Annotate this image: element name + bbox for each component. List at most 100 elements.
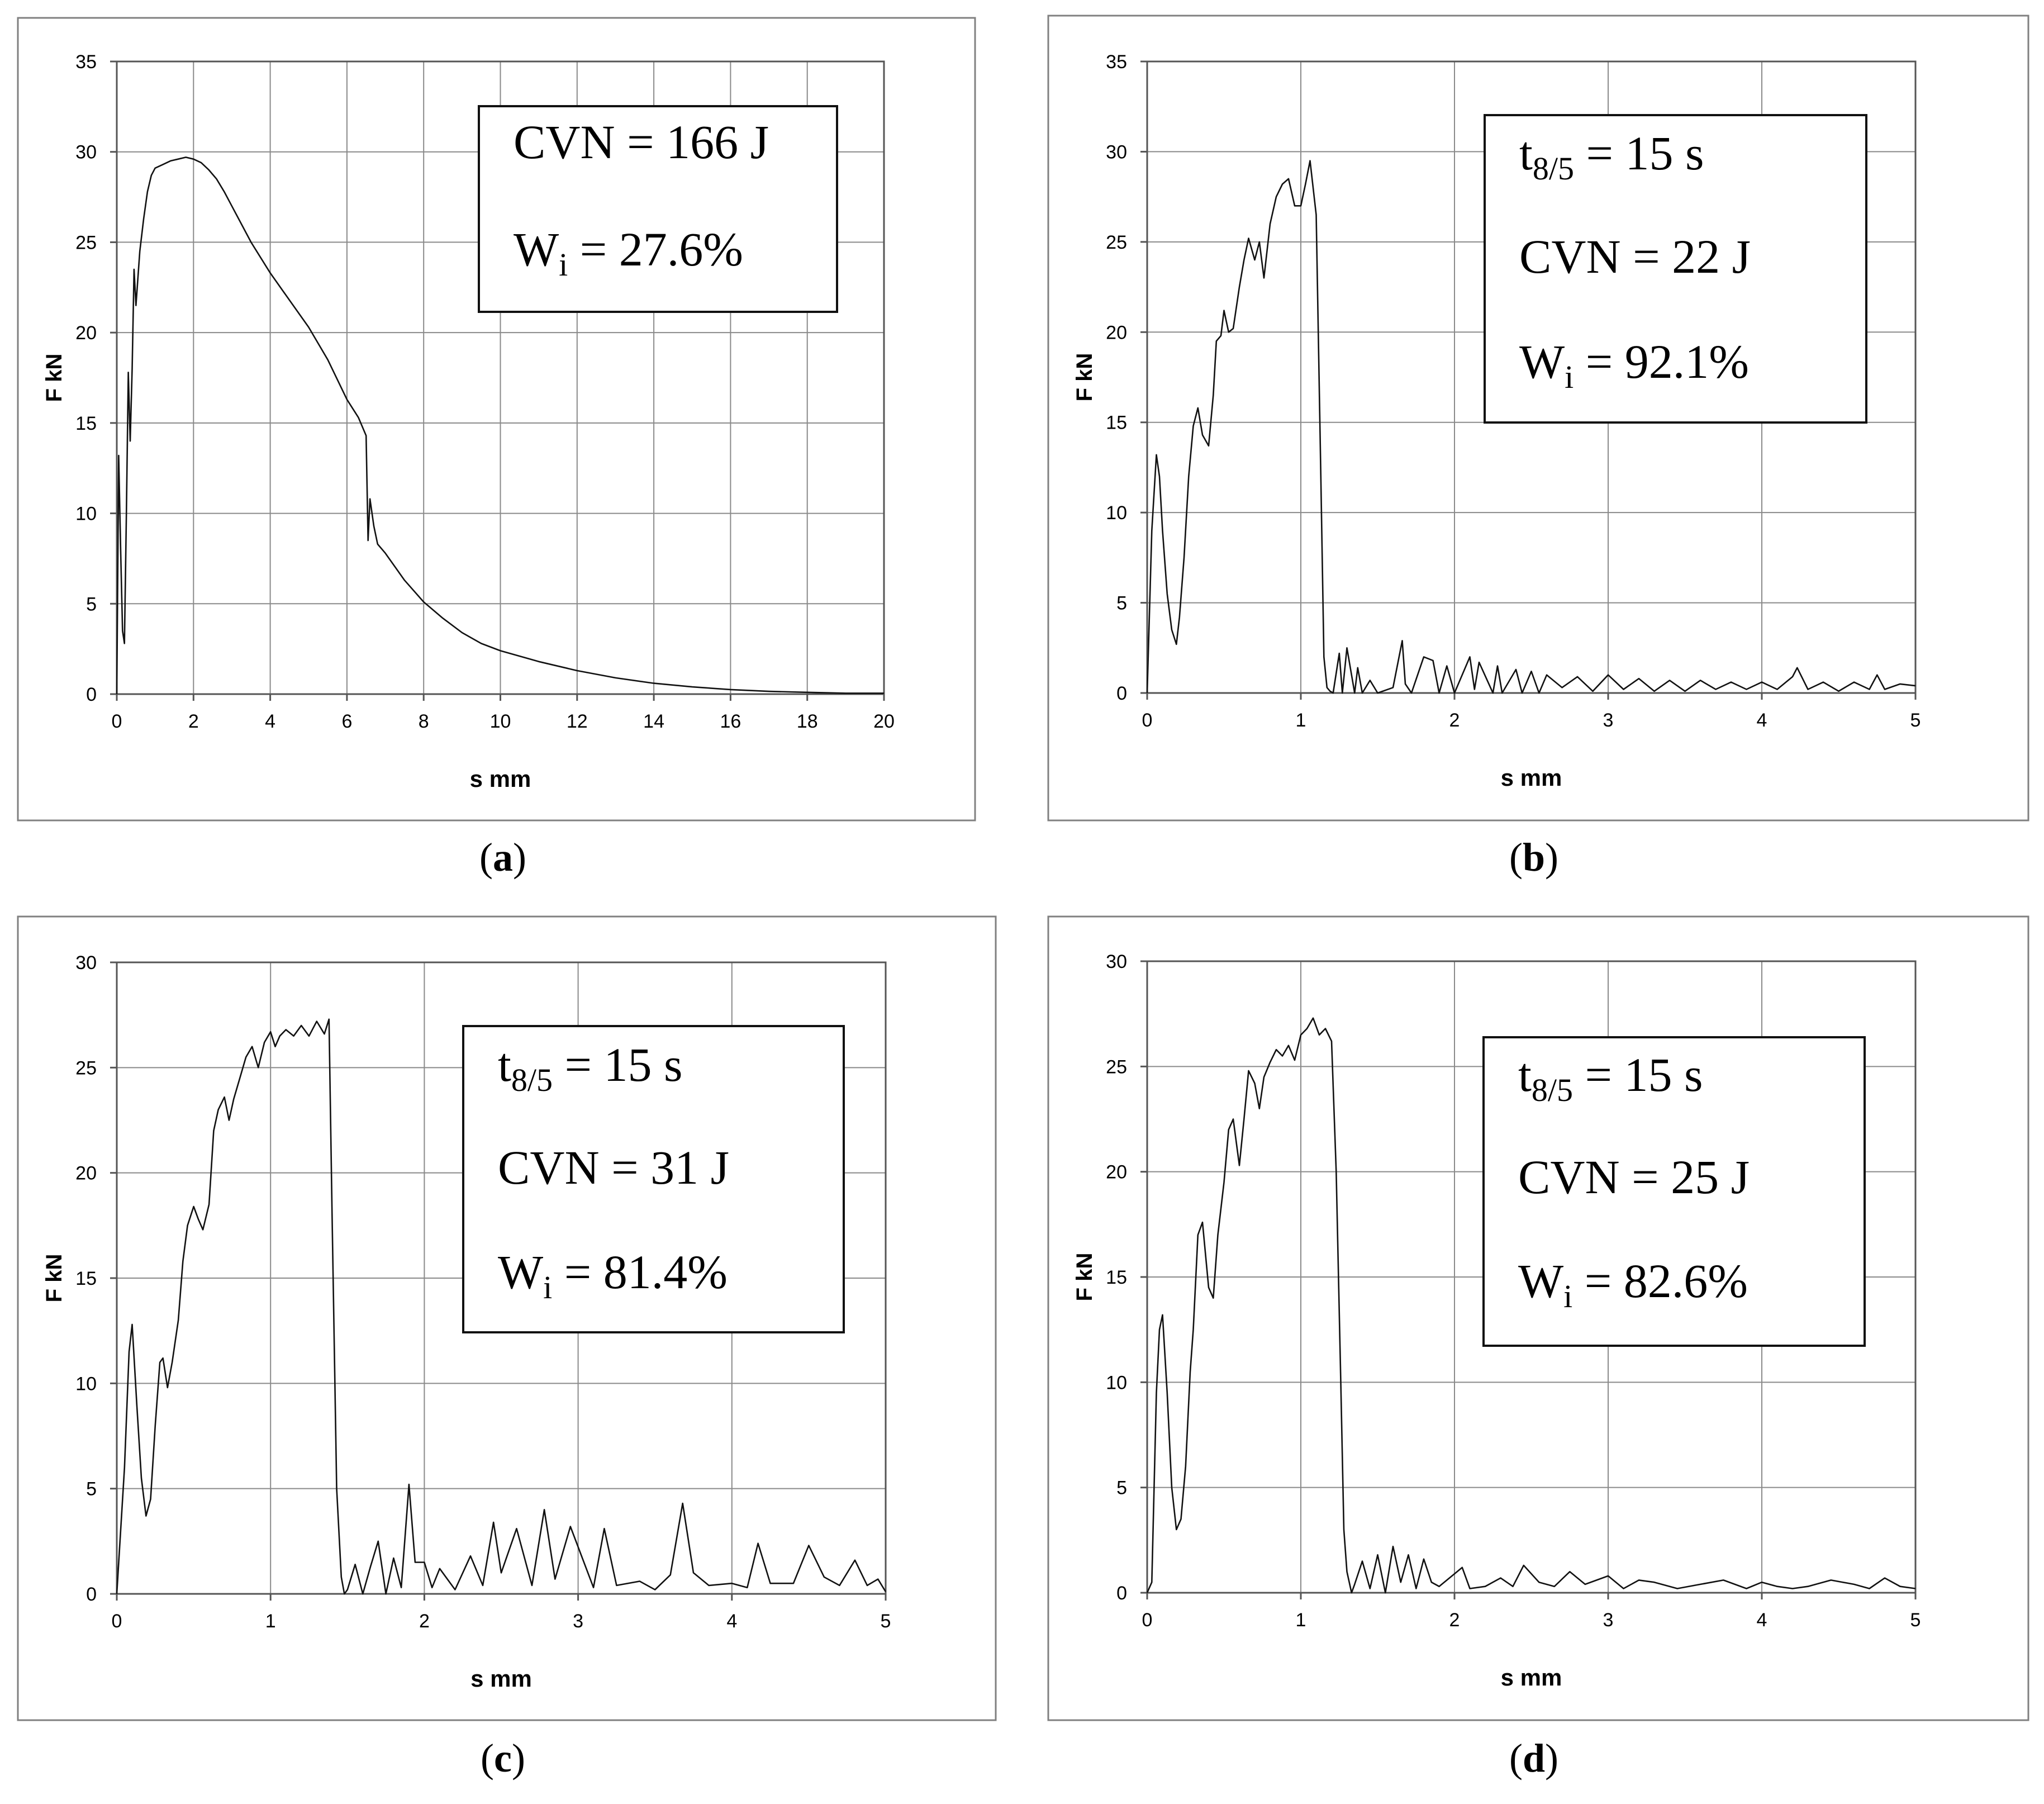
annotation-line: t8/5 = 15 s (1519, 126, 1704, 187)
y-tick-label: 0 (1116, 1583, 1127, 1604)
x-tick-label: 2 (188, 711, 199, 732)
annotation-box (1484, 114, 1867, 424)
y-axis-title: F kN (42, 354, 66, 402)
y-tick-label: 5 (86, 594, 97, 615)
y-tick-label: 15 (75, 1268, 97, 1289)
annotation-text: W (514, 222, 559, 276)
plot-area (1146, 60, 1917, 694)
annotation-text: = 15 s (1573, 1048, 1703, 1102)
x-tick-label: 3 (1603, 710, 1614, 731)
x-tick-label: 0 (1142, 1610, 1153, 1631)
annotation-line: CVN = 31 J (498, 1141, 729, 1194)
annotation-text: t (1518, 1048, 1532, 1102)
chart-panel-c: 0 1 2 3 4 5 0 5 10 15 20 25 30 s mm F kN t8/5 = 15 s CVN… (17, 915, 997, 1721)
panel-caption: (d) (1509, 1736, 1558, 1781)
x-tick-label: 0 (1142, 710, 1153, 731)
annotation-line: Wi = 92.1% (1519, 335, 1749, 395)
x-tick-label: 12 (567, 711, 588, 732)
y-tick-label: 0 (1116, 683, 1127, 704)
annotation-line: CVN = 25 J (1518, 1150, 1750, 1204)
annotation-subscript: 8/5 (1533, 150, 1574, 187)
y-tick-label: 5 (1116, 593, 1127, 614)
panel-label: c (494, 1736, 512, 1781)
panel-label: a (493, 835, 513, 880)
y-tick-label: 30 (1106, 951, 1127, 972)
x-tick-label: 0 (112, 711, 122, 732)
annotation-text: = 81.4% (552, 1245, 728, 1299)
annotation-line: t8/5 = 15 s (1518, 1048, 1703, 1108)
annotation-subscript: i (1563, 1278, 1572, 1314)
x-tick-label: 0 (112, 1611, 122, 1632)
y-tick-label: 25 (75, 232, 97, 253)
y-tick-label: 10 (75, 1373, 97, 1394)
y-tick-label: 5 (1116, 1478, 1127, 1499)
x-tick-label: 20 (873, 711, 895, 732)
annotation-text: W (1519, 335, 1565, 388)
annotation-box (462, 1025, 845, 1333)
x-tick-label: 4 (1757, 710, 1767, 731)
chart-panel-a: 0 2 4 6 8 10 12 14 16 18 20 0 5 10 15 20 25 30 35 s mm F kN C… (17, 17, 976, 822)
annotation-text: t (498, 1038, 511, 1091)
annotation-subscript: 8/5 (1532, 1072, 1573, 1108)
x-tick-label: 1 (265, 1611, 276, 1632)
x-tick-label: 18 (797, 711, 818, 732)
annotation-text: = 82.6% (1572, 1254, 1748, 1308)
y-tick-label: 0 (86, 684, 97, 705)
annotation-line: CVN = 166 J (514, 115, 769, 169)
annotation-line: CVN = 22 J (1519, 230, 1751, 283)
x-tick-label: 5 (881, 1611, 891, 1632)
annotation-text: CVN = 22 J (1519, 230, 1751, 283)
x-tick-label: 1 (1296, 710, 1306, 731)
annotation-line: Wi = 27.6% (514, 222, 743, 283)
annotation-text: CVN = 166 J (514, 115, 769, 169)
annotation-box (478, 105, 838, 313)
y-tick-label: 20 (75, 1163, 97, 1184)
annotation-text: = 15 s (1574, 126, 1704, 180)
annotation-text: W (1518, 1254, 1563, 1308)
y-tick-label: 10 (75, 504, 97, 525)
annotation-line: Wi = 81.4% (498, 1245, 728, 1305)
y-tick-label: 0 (86, 1584, 97, 1605)
y-tick-label: 30 (1106, 141, 1127, 163)
panel-label: d (1523, 1736, 1545, 1781)
y-tick-label: 25 (1106, 1056, 1127, 1077)
annotation-text: = 15 s (553, 1038, 682, 1091)
y-tick-label: 25 (1106, 232, 1127, 253)
annotation-subscript: 8/5 (511, 1062, 553, 1098)
x-tick-label: 5 (1910, 1610, 1921, 1631)
x-tick-label: 4 (726, 1611, 737, 1632)
panel-label: b (1523, 835, 1545, 880)
y-tick-label: 20 (75, 322, 97, 344)
series-line (1146, 160, 1916, 694)
x-tick-label: 3 (1603, 1610, 1614, 1631)
y-tick-label: 30 (75, 142, 97, 163)
x-tick-label: 2 (1449, 1610, 1460, 1631)
x-tick-label: 4 (1757, 1610, 1767, 1631)
y-tick-label: 10 (1106, 502, 1127, 524)
x-tick-label: 8 (419, 711, 429, 732)
annotation-text: CVN = 31 J (498, 1141, 729, 1194)
x-tick-label: 5 (1910, 710, 1921, 731)
chart-panel-b: 0 1 2 3 4 5 0 5 10 15 20 25 30 35 s mm F kN t8/5 = 15 s C… (1047, 15, 2029, 822)
annotation-line: Wi = 82.6% (1518, 1254, 1748, 1314)
y-tick-label: 15 (75, 413, 97, 434)
annotation-text: = 27.6% (568, 222, 743, 276)
panel-caption: (b) (1509, 835, 1558, 880)
annotation-box (1482, 1036, 1866, 1347)
panel-caption: (c) (481, 1736, 525, 1781)
series-line (1146, 1017, 1916, 1594)
x-axis-title: s mm (1501, 765, 1562, 791)
series-line (116, 1018, 887, 1595)
chart-panel-d: 0 1 2 3 4 5 0 5 10 15 20 25 30 s mm F kN t8/5 = 15 s CVN… (1047, 915, 2029, 1721)
y-tick-label: 5 (86, 1479, 97, 1500)
x-tick-label: 2 (1449, 710, 1460, 731)
x-tick-label: 4 (265, 711, 275, 732)
annotation-line: t8/5 = 15 s (498, 1038, 683, 1098)
annotation-subscript: i (559, 246, 568, 283)
x-tick-label: 16 (720, 711, 741, 732)
annotation-subscript: i (1565, 359, 1574, 395)
y-tick-label: 35 (1106, 51, 1127, 73)
y-axis-title: F kN (1072, 353, 1097, 402)
panel-caption: (a) (479, 835, 526, 880)
